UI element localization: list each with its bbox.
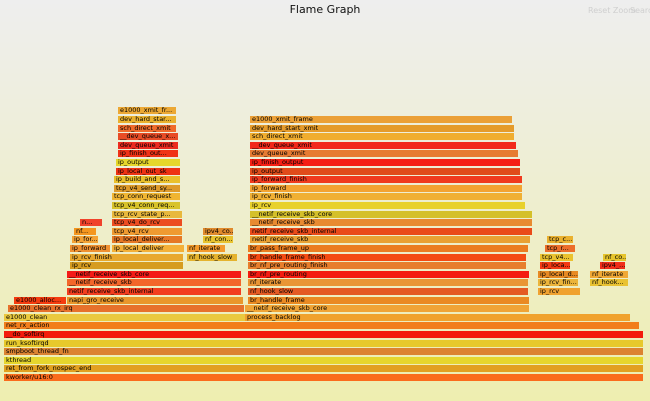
flame-frame[interactable]: napi_gro_receive: [67, 296, 243, 304]
flame-frame[interactable]: __netif_receive_skb_core: [250, 210, 532, 218]
flame-frame[interactable]: netif_receive_skb_internal: [250, 227, 532, 235]
flame-frame[interactable]: tcp_v4_rcv: [112, 227, 182, 235]
flame-frame[interactable]: process_backlog: [245, 313, 630, 321]
flame-frame[interactable]: e1000_alloc...: [14, 296, 66, 304]
flame-frame[interactable]: ip_forward: [70, 245, 110, 252]
flame-frame[interactable]: ip_rcv_finish: [70, 253, 183, 261]
flame-frame[interactable]: ip_forward_finish: [250, 176, 522, 184]
flame-frame[interactable]: nf_con...: [203, 236, 233, 244]
flame-frame[interactable]: ip_finish_output: [250, 159, 520, 166]
flame-frame[interactable]: nf_iterate: [187, 245, 225, 252]
flame-frame[interactable]: run_ksoftirqd: [4, 339, 643, 347]
flame-frame[interactable]: e1000_clean_rx_irq: [8, 305, 244, 313]
flame-frame[interactable]: tcp_v4_do_rcv: [112, 219, 182, 227]
flame-frame[interactable]: ip_rcv_finish: [250, 193, 522, 201]
flame-frame[interactable]: __dev_queue_x...: [118, 133, 178, 141]
flame-frame[interactable]: netif_receive_skb_internal: [67, 288, 241, 295]
flame-frame[interactable]: ret_from_fork_nospec_end: [4, 365, 643, 373]
flame-frame[interactable]: net_rx_action: [4, 322, 639, 330]
flame-frame[interactable]: tcp_r...: [545, 245, 575, 252]
flame-frame[interactable]: __do_softirq: [4, 331, 643, 338]
flame-frame[interactable]: __netif_receive_skb_core: [67, 270, 241, 278]
flame-frame[interactable]: e1000_xmit_frame: [250, 116, 512, 123]
flame-frame[interactable]: nf_hook_slow: [187, 253, 237, 261]
flame-frame[interactable]: dev_hard_star...: [118, 116, 176, 123]
flame-frame[interactable]: ip_local_d...: [538, 270, 578, 278]
flame-frame[interactable]: e1000_xmit_fr...: [118, 107, 176, 115]
flame-frame[interactable]: __netif_receive_skb_core: [245, 305, 529, 313]
flame-frame[interactable]: tcp_rcv_state_p...: [112, 210, 182, 218]
flame-frame[interactable]: br_pass_frame_up: [248, 245, 528, 252]
flame-frame[interactable]: smpboot_thread_fn: [4, 348, 643, 356]
flame-frame[interactable]: ip_local_out_sk: [116, 167, 180, 175]
flame-frame[interactable]: dev_hard_start_xmit: [250, 124, 514, 132]
flame-frame[interactable]: tcp_conn_request: [112, 193, 180, 201]
flame-frame[interactable]: tcp_c...: [547, 236, 573, 244]
flame-frame[interactable]: ip_local_deliver: [112, 245, 184, 252]
flame-frame[interactable]: ip_rcv: [70, 262, 183, 270]
flame-frame[interactable]: ip_output: [116, 159, 180, 166]
flame-frame[interactable]: ip_loca...: [540, 262, 570, 270]
flame-frame[interactable]: nf_iterate: [590, 270, 628, 278]
flame-frame[interactable]: ip_output: [250, 167, 520, 175]
flame-frame[interactable]: ip_for...: [72, 236, 98, 244]
flame-frame[interactable]: kworker/u16:0: [4, 374, 643, 381]
flame-frame[interactable]: ip_finish_out...: [118, 150, 178, 158]
flame-frame[interactable]: __dev_queue_xmit: [250, 141, 516, 149]
flame-frame[interactable]: sch_direct_xmit: [118, 124, 176, 132]
reset-zoom-button[interactable]: Reset Zoom: [588, 6, 636, 15]
flame-frame[interactable]: __netif_receive_skb: [67, 279, 241, 287]
flame-frame[interactable]: ip_build_and_s...: [114, 176, 180, 184]
flame-frame[interactable]: ip_rcv: [250, 202, 525, 209]
flame-frame[interactable]: ipv4_co...: [203, 227, 233, 235]
flame-frame[interactable]: tcp_v4_send_sy...: [114, 184, 180, 192]
flame-frame[interactable]: tcp_v4_conn_req...: [112, 202, 180, 209]
flame-frame[interactable]: br_handle_frame: [248, 296, 529, 304]
flame-frame[interactable]: e1000_clean: [4, 313, 245, 321]
flame-frame[interactable]: nf_hook_slow: [248, 288, 528, 295]
flame-frame[interactable]: ip_forward: [250, 184, 522, 192]
flame-frame[interactable]: ip_rcv_fin...: [538, 279, 578, 287]
page-title: Flame Graph: [289, 3, 361, 16]
flame-frame[interactable]: nf...: [74, 227, 96, 235]
flame-frame[interactable]: dev_queue_xmit: [250, 150, 518, 158]
flame-frame[interactable]: nf_hook...: [590, 279, 628, 287]
flame-frame[interactable]: dev_queue_xmit: [118, 141, 178, 149]
flame-frame[interactable]: kthread: [4, 356, 643, 364]
flame-frame[interactable]: ipv4_...: [600, 262, 625, 270]
flame-frame[interactable]: nf_iterate: [248, 279, 528, 287]
flame-frame[interactable]: br_nf_pre_routing_finish: [248, 262, 526, 270]
flame-frame[interactable]: __netif_receive_skb: [250, 219, 532, 227]
flame-frame[interactable]: sch_direct_xmit: [250, 133, 514, 141]
flame-frame[interactable]: tcp_v4...: [540, 253, 573, 261]
search-button[interactable]: Search: [630, 6, 650, 15]
flame-frame[interactable]: ip_rcv: [538, 288, 580, 295]
flame-frame[interactable]: br_handle_frame_finish: [248, 253, 526, 261]
flame-frame[interactable]: ip_local_deliver...: [112, 236, 182, 244]
flame-frame[interactable]: br_nf_pre_routing: [248, 270, 529, 278]
flame-frame[interactable]: nf_co...: [603, 253, 626, 261]
flame-frame[interactable]: n...: [80, 219, 102, 227]
flame-frame[interactable]: netif_receive_skb: [250, 236, 530, 244]
